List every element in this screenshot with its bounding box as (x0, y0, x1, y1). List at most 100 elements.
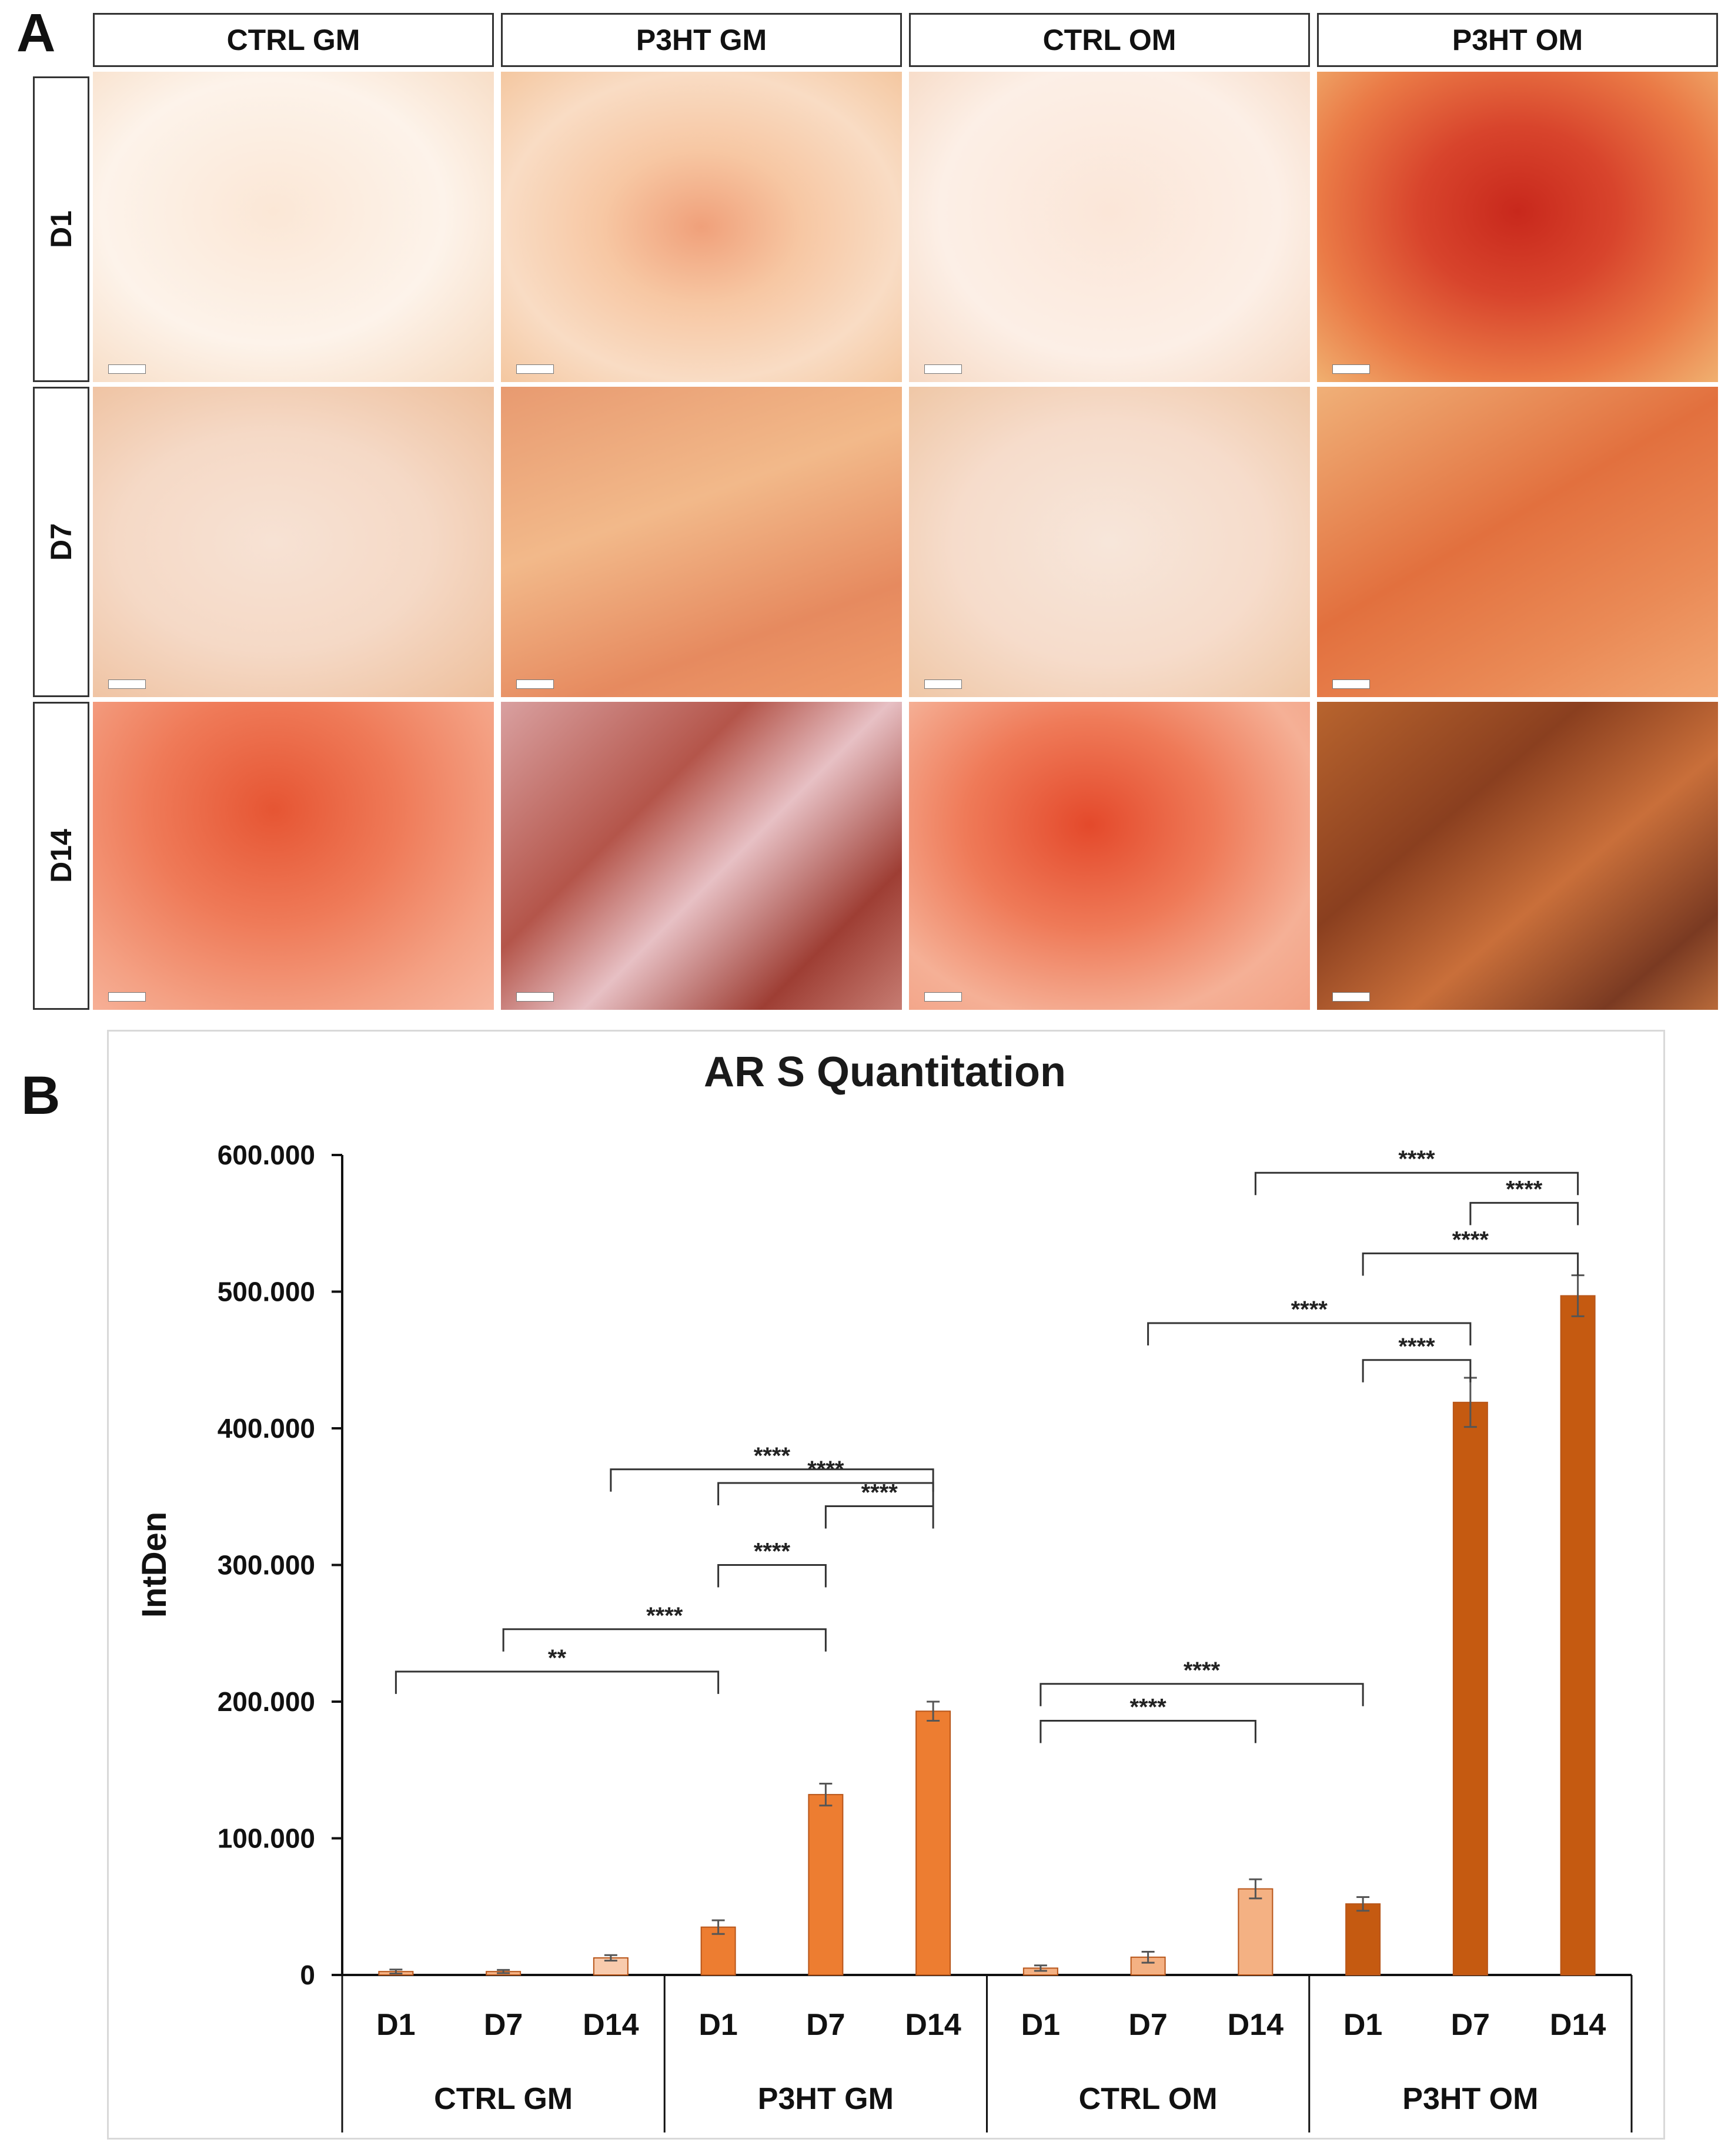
column-header-ctrl-om: CTRL OM (909, 13, 1310, 67)
y-tick-label: 0 (300, 1960, 315, 1990)
micrograph-texture (909, 702, 1310, 1010)
significance-bracket (824, 1505, 934, 1529)
x-category-label: D7 (1128, 2008, 1167, 2042)
significance-label: **** (754, 1539, 791, 1565)
scale-bar (1332, 679, 1370, 689)
significance-label: **** (1452, 1227, 1489, 1253)
significance-label: **** (1184, 1658, 1221, 1683)
significance-label: **** (861, 1480, 898, 1506)
micrograph-p3ht-om-d7 (1317, 387, 1718, 697)
significance-label: **** (646, 1603, 683, 1629)
significance-bracket (1040, 1683, 1364, 1706)
significance-bracket (717, 1482, 934, 1505)
y-tick-label: 500.000 (218, 1277, 315, 1307)
x-category-label: D1 (698, 2008, 737, 2042)
row-header-d1: D1 (33, 76, 89, 382)
row-header-d14: D14 (33, 702, 89, 1010)
significance-label: ** (548, 1645, 567, 1671)
scale-bar (108, 992, 146, 1002)
significance-bracket (395, 1670, 720, 1694)
x-category-label: D7 (484, 2008, 523, 2042)
x-category-label: D14 (583, 2008, 639, 2042)
y-tick-label: 100.000 (218, 1823, 315, 1854)
micrograph-p3ht-om-d14 (1317, 702, 1718, 1010)
y-tick-label: 600.000 (218, 1140, 315, 1170)
micrograph-texture (93, 702, 494, 1010)
micrograph-texture (501, 702, 902, 1010)
column-header-p3ht-om: P3HT OM (1317, 13, 1718, 67)
micrograph-texture (1317, 387, 1718, 697)
significance-bracket (1040, 1720, 1256, 1743)
x-category-label: D14 (905, 2008, 961, 2042)
micrograph-texture (909, 387, 1310, 697)
column-header-p3ht-gm: P3HT GM (501, 13, 902, 67)
scale-bar (516, 992, 554, 1002)
micrograph-texture (501, 72, 902, 382)
x-category-label: D1 (1021, 2008, 1060, 2042)
micrograph-ctrl-om-d1 (909, 72, 1310, 382)
micrograph-p3ht-gm-d7 (501, 387, 902, 697)
panel-b-label: B (21, 1066, 61, 1126)
row-header-d7: D7 (33, 387, 89, 697)
micrograph-p3ht-gm-d1 (501, 72, 902, 382)
x-category-label: D7 (806, 2008, 845, 2042)
significance-label: **** (1129, 1695, 1167, 1720)
y-tick-label: 200.000 (218, 1686, 315, 1717)
bar (915, 1710, 951, 1976)
micrograph-p3ht-om-d1 (1317, 72, 1718, 382)
x-group-label: CTRL GM (434, 2082, 573, 2116)
significance-bracket (1362, 1359, 1472, 1382)
bar (1345, 1903, 1381, 1976)
scale-bar (108, 364, 146, 374)
micrograph-p3ht-gm-d14 (501, 702, 902, 1010)
micrograph-texture (1317, 72, 1718, 382)
chart-frame (107, 1030, 1665, 2140)
significance-bracket (1469, 1201, 1579, 1226)
scale-bar (924, 364, 962, 374)
micrograph-texture (93, 387, 494, 697)
panel-a-label: A (16, 3, 56, 63)
x-group-label: P3HT GM (758, 2082, 894, 2116)
micrograph-texture (1317, 702, 1718, 1010)
bar (808, 1794, 844, 1976)
micrograph-ctrl-om-d14 (909, 702, 1310, 1010)
micrograph-texture (501, 387, 902, 697)
micrograph-ctrl-om-d7 (909, 387, 1310, 697)
y-tick-label: 400.000 (218, 1413, 315, 1444)
significance-bracket (1362, 1252, 1579, 1276)
scale-bar (516, 364, 554, 374)
bar (1452, 1401, 1488, 1976)
bar (700, 1926, 736, 1976)
micrograph-texture (909, 72, 1310, 382)
scale-bar (516, 679, 554, 689)
scale-bar (108, 679, 146, 689)
significance-label: **** (1506, 1176, 1543, 1202)
micrograph-ctrl-gm-d7 (93, 387, 494, 697)
micrograph-ctrl-gm-d14 (93, 702, 494, 1010)
x-category-label: D7 (1451, 2008, 1490, 2042)
significance-bracket (610, 1468, 934, 1492)
x-category-label: D14 (1228, 2008, 1284, 2042)
x-category-label: D1 (376, 2008, 415, 2042)
significance-bracket (717, 1564, 827, 1588)
y-tick-label: 300.000 (218, 1550, 315, 1581)
bar (1560, 1295, 1596, 1976)
x-group-label: P3HT OM (1402, 2082, 1538, 2116)
significance-label: **** (1398, 1146, 1435, 1172)
x-category-label: D14 (1550, 2008, 1606, 2042)
scale-bar (924, 992, 962, 1002)
significance-bracket (1147, 1322, 1472, 1345)
significance-label: **** (1398, 1334, 1435, 1360)
scale-bar (924, 679, 962, 689)
x-group-label: CTRL OM (1079, 2082, 1218, 2116)
micrograph-ctrl-gm-d1 (93, 72, 494, 382)
significance-label: **** (754, 1443, 791, 1469)
significance-bracket (1254, 1171, 1579, 1196)
chart-title: AR S Quantitation (704, 1049, 1066, 1096)
x-category-label: D1 (1343, 2008, 1382, 2042)
column-header-ctrl-gm: CTRL GM (93, 13, 494, 67)
scale-bar (1332, 364, 1370, 374)
significance-label: **** (1291, 1297, 1328, 1323)
y-axis-label: IntDen (135, 1512, 173, 1618)
